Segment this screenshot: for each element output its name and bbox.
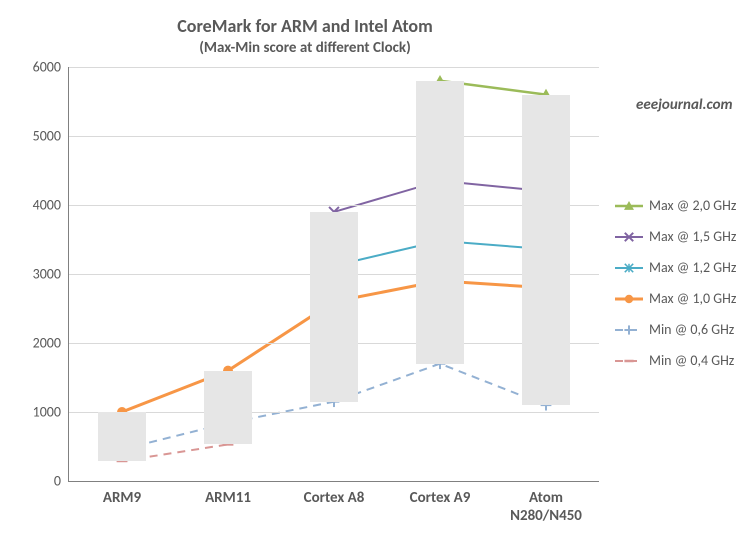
legend-swatch [615, 323, 643, 337]
y-axis-tick: 1000 [33, 404, 61, 421]
y-axis-tick: 2000 [33, 335, 61, 352]
legend-item: Max @ 2,0 GHz [615, 197, 736, 214]
legend-swatch [615, 354, 643, 368]
gridline [69, 136, 599, 137]
x-axis-tick: AtomN280/N450 [510, 489, 582, 525]
range-bar [204, 371, 252, 445]
legend-label: Min @ 0,6 GHz [649, 321, 734, 338]
gridline [69, 205, 599, 206]
y-axis-tick: 5000 [33, 128, 61, 145]
legend-item: Min @ 0,4 GHz [615, 352, 736, 369]
legend-label: Max @ 1,0 GHz [649, 290, 736, 307]
legend-item: Max @ 1,5 GHz [615, 228, 736, 245]
gridline [69, 67, 599, 68]
legend-swatch [615, 199, 643, 213]
legend-label: Max @ 2,0 GHz [649, 197, 736, 214]
range-bar [310, 212, 358, 402]
legend-label: Max @ 1,5 GHz [649, 228, 736, 245]
y-axis-tick: 4000 [33, 197, 61, 214]
y-axis-tick: 0 [54, 473, 61, 490]
legend-swatch [615, 261, 643, 275]
legend-item: Max @ 1,2 GHz [615, 259, 736, 276]
y-axis-tick: 6000 [33, 59, 61, 76]
legend: Max @ 2,0 GHz Max @ 1,5 GHz Max @ 1,2 GHz M… [615, 197, 736, 383]
x-axis-tick: Cortex A8 [304, 489, 365, 507]
legend-swatch [615, 292, 643, 306]
legend-swatch [615, 230, 643, 244]
range-bar [416, 81, 464, 364]
x-axis-tick: ARM9 [103, 489, 141, 507]
x-axis-tick: Cortex A9 [410, 489, 471, 507]
x-axis-tick: ARM11 [205, 489, 251, 507]
legend-item: Min @ 0,6 GHz [615, 321, 736, 338]
y-axis-tick: 3000 [33, 266, 61, 283]
legend-item: Max @ 1,0 GHz [615, 290, 736, 307]
chart-subtitle: (Max-Min score at different Clock) [0, 39, 610, 57]
chart-title: CoreMark for ARM and Intel Atom [0, 15, 610, 37]
gridline [69, 412, 599, 413]
watermark-text: eeejournal.com [636, 96, 733, 114]
legend-label: Max @ 1,2 GHz [649, 259, 736, 276]
legend-label: Min @ 0,4 GHz [649, 352, 734, 369]
range-bar [98, 412, 146, 461]
plot-area: 0100020003000400050006000ARM9ARM11Cortex… [68, 67, 599, 482]
range-bar [522, 95, 570, 406]
